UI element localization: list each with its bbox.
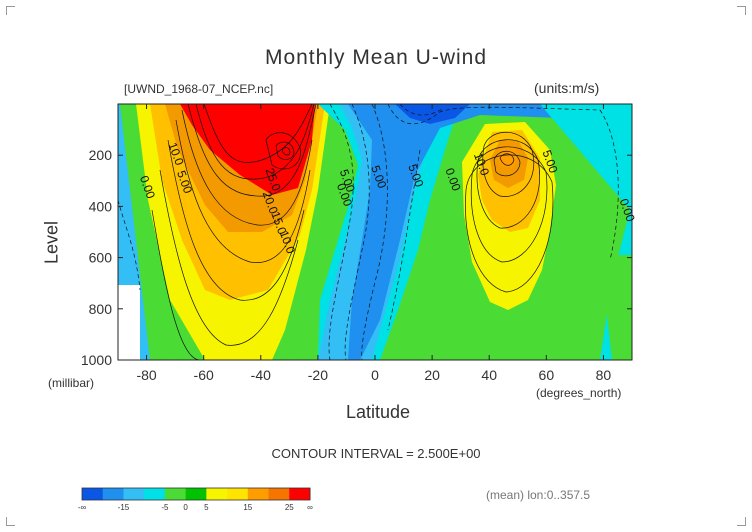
y-axis-label: Level: [41, 220, 62, 265]
y-axis-units: (millibar): [48, 376, 94, 390]
colorbar-swatch: [268, 488, 290, 500]
colorbar-label: ∞: [307, 503, 313, 512]
chart-title: Monthly Mean U-wind: [264, 46, 488, 69]
colorbar-frame: [81, 487, 311, 501]
dataset-label: [UWND_1968-07_NCEP.nc]: [124, 82, 274, 96]
colorbar-swatch: [247, 488, 270, 500]
colorbar-swatch: [144, 488, 166, 500]
x-tick-label: 60: [539, 367, 555, 383]
x-tick-label: 20: [424, 367, 440, 383]
averaging-note: (mean) lon:0..357.5: [486, 488, 591, 502]
corner-mark-tr: [737, 6, 746, 15]
colorbar-label: -∞: [78, 503, 87, 512]
negative-contours: [118, 104, 619, 360]
x-axis-label: Latitude: [345, 402, 411, 422]
corner-mark-br: [737, 517, 746, 526]
x-axis: -80 -60 -40 -20 0 20 40 60 80: [136, 104, 611, 383]
y-tick-label: 600: [89, 250, 113, 266]
colorbar-swatch: [123, 488, 145, 500]
x-tick-label: 80: [596, 367, 612, 383]
colorbar-label: 15: [243, 503, 252, 512]
colorbar-swatch: [102, 488, 124, 500]
x-tick-label: -60: [194, 367, 214, 383]
contour-interval: CONTOUR INTERVAL = 2.500E+00: [271, 446, 481, 461]
colorbar-label: 25: [285, 503, 294, 512]
colorbar-swatch: [289, 488, 311, 500]
corner-mark-bl: [6, 517, 15, 526]
corner-mark-tl: [6, 6, 15, 15]
colorbar-label: 0: [183, 503, 188, 512]
colorbar-label: 5: [204, 503, 209, 512]
contour-lines: [151, 104, 554, 360]
colorbar: -∞ -15 -5 0 5 15 25 ∞: [78, 487, 313, 512]
x-tick-label: -20: [308, 367, 328, 383]
y-tick-label: 1000: [81, 352, 112, 368]
y-tick-label: 200: [89, 147, 113, 163]
colorbar-swatch: [82, 488, 104, 500]
units-label: (units:m/s): [534, 80, 600, 96]
colorbar-swatch: [164, 488, 187, 500]
colorbar-label: -5: [161, 503, 169, 512]
x-tick-label: 40: [481, 367, 497, 383]
colorbar-label: -15: [118, 503, 130, 512]
colorbar-swatch: [185, 488, 207, 500]
x-tick-label: 0: [371, 367, 379, 383]
contour-fill: [118, 104, 632, 360]
x-tick-label: -80: [136, 367, 156, 383]
y-tick-label: 400: [89, 198, 113, 214]
y-axis: 200 400 600 800 1000: [81, 147, 632, 368]
colorbar-swatch: [227, 488, 249, 500]
y-tick-label: 800: [89, 301, 113, 317]
x-axis-units: (degrees_north): [536, 386, 622, 400]
colorbar-swatch: [206, 488, 228, 500]
x-tick-label: -40: [251, 367, 271, 383]
